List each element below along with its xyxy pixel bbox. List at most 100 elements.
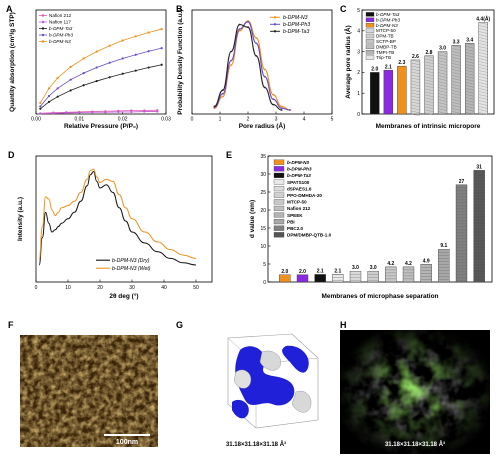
chart-b-point (280, 107, 283, 110)
chart-c-legend-label: TMPI-TB (376, 50, 394, 55)
cube-g-caption: 31.18×31.18×31.18 Å³ (226, 441, 286, 448)
chart-a-point (121, 39, 124, 42)
blue-pore-region (235, 346, 295, 406)
chart-a-point (147, 50, 150, 53)
chart-a-point (143, 110, 146, 113)
chart-c-bar-hatch (465, 67, 475, 70)
chart-b-point (221, 95, 224, 98)
chart-a-series-line (40, 111, 158, 115)
chart-c-bar-hatch (410, 65, 420, 69)
chart-e-ytick: 20 (260, 208, 266, 214)
density-render-image: 31.18×31.18×31.18 Å³ (340, 330, 490, 454)
chart-d-legend-label: b-DPM-N3 (Dry) (112, 258, 150, 264)
chart-c-bar-hatch (465, 55, 475, 58)
chart-e-bar-label: 31 (476, 164, 482, 170)
chart-d-xtick: 10 (65, 285, 71, 291)
chart-e-bar (314, 274, 326, 283)
chart-c-bar-hatch (465, 46, 475, 49)
chart-a-point (147, 31, 150, 34)
chart-a-series-line (40, 64, 162, 110)
chart-c-ylabel: Average pore radius (Å) (343, 25, 352, 98)
chart-c-bar-hatch (465, 85, 475, 88)
chart-c-bar-hatch (478, 85, 488, 88)
chart-c-bar-hatch (410, 74, 420, 78)
chart-c-bar-hatch (465, 109, 475, 112)
chart-c-bar-hatch (424, 97, 434, 100)
chart-c-bar-hatch (438, 72, 448, 75)
density-green (340, 330, 490, 454)
chart-c-bar-hatch (465, 82, 475, 85)
chart-c-bar-hatch (424, 109, 434, 112)
chart-c-bar-hatch (438, 78, 448, 81)
chart-c-bar-hatch (438, 87, 448, 90)
chart-e-bar (455, 184, 468, 283)
chart-e-legend-swatch (273, 172, 285, 178)
blue-pore-region-3 (232, 399, 249, 419)
blue-pore-region-2 (282, 345, 309, 373)
chart-c-bar-hatch (438, 75, 448, 78)
panel-letter-e: E (226, 150, 232, 160)
chart-c-bar-hatch (478, 109, 488, 112)
chart-b-point (230, 64, 233, 66)
chart-b-point (289, 109, 291, 111)
chart-a-point (91, 111, 94, 114)
chart-c-bar-hatch (465, 76, 475, 79)
chart-c-bar-hatch (410, 98, 420, 102)
chart-a-point (69, 89, 72, 92)
chart-a-point (104, 111, 107, 114)
chart-e-bar (402, 266, 415, 283)
chart-b-point (230, 50, 233, 53)
chart-c-bar-hatch (424, 82, 434, 85)
chart-a-point (121, 57, 124, 60)
chart-c-bar-hatch (424, 88, 434, 91)
chart-a-point (108, 44, 111, 47)
chart-c-bar-hatch (451, 93, 461, 96)
chart-c-bar (370, 72, 380, 115)
chart-e-ytick: 10 (260, 244, 266, 250)
sem-texture (20, 335, 158, 447)
chart-e-ytick: 25 (260, 190, 266, 196)
chart-e-bar-label: 3.0 (352, 265, 359, 271)
chart-c-legend-label: b-DPM-Ph3 (376, 17, 400, 22)
chart-c-bar-hatch (438, 108, 448, 111)
chart-c-bar-hatch (424, 94, 434, 97)
chart-b-point (272, 93, 275, 96)
chart-c: Membranes of intrinsic micropore Average… (343, 8, 495, 130)
chart-c-legend-label: b-DPM-Ta3 (376, 12, 400, 17)
chart-e-bar-label: 9.1 (440, 243, 447, 249)
chart-c-bar-hatch (438, 84, 448, 87)
chart-c-bar-hatch (424, 112, 434, 115)
chart-c-bar-hatch (410, 77, 420, 81)
chart-c-bar-hatch (451, 96, 461, 99)
chart-e-bar-label: 3.0 (370, 265, 377, 271)
chart-c-bar-hatch (478, 112, 488, 115)
chart-a-xtick: 0.02 (118, 117, 128, 123)
chart-c-bar-hatch (478, 61, 488, 64)
gray-surface-3 (233, 369, 252, 389)
chart-a-point (117, 110, 120, 114)
chart-e-bar-label: 4.9 (423, 258, 430, 264)
chart-b-point (263, 75, 266, 78)
chart-c-bar-hatch (410, 92, 420, 96)
chart-c-bar (383, 70, 394, 115)
chart-a-point (82, 84, 85, 87)
chart-b-ylabel: Probability Density Function (a.u.) (177, 9, 184, 114)
chart-e-legend-label: PBI (287, 219, 295, 224)
chart-c-bar-hatch (465, 97, 475, 100)
chart-c-bar-hatch (410, 95, 420, 99)
chart-c-bar-label: 3.0 (439, 46, 446, 52)
pore-cube-image: 31.18×31.18×31.18 Å³ (226, 333, 319, 448)
chart-c-bar-hatch (478, 103, 488, 106)
chart-c-bar-hatch (478, 88, 488, 91)
chart-c-bar-hatch (465, 100, 475, 103)
chart-e-ytick: 0 (263, 280, 266, 286)
chart-a-point (147, 66, 150, 69)
chart-a-point (108, 61, 111, 64)
chart-c-legend-swatch (365, 12, 375, 17)
panel-letter-b: B (176, 4, 183, 14)
chart-c-bar-hatch (410, 62, 420, 66)
chart-a-xtick: 0.00 (31, 117, 41, 123)
chart-c-bar-hatch (451, 81, 461, 84)
chart-b: Pore radius (Å) Probability Density Func… (177, 9, 334, 130)
chart-b-xtick: 2 (247, 117, 250, 123)
